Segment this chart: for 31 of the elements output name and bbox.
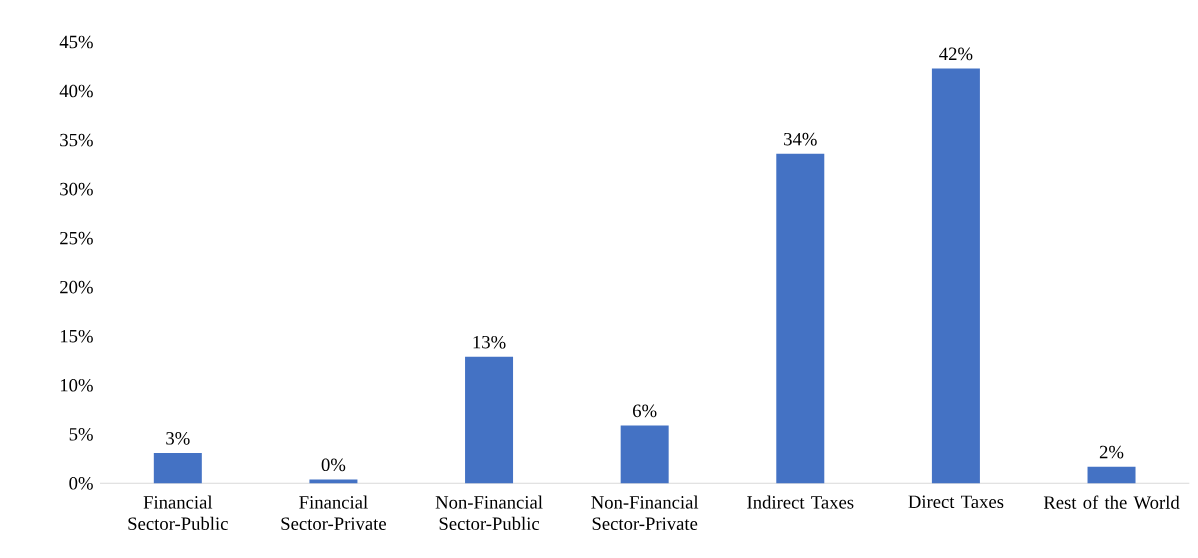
- y-tick-label: 35%: [60, 133, 93, 147]
- bar: [1087, 466, 1136, 484]
- y-tick-label: 0%: [69, 477, 93, 490]
- data-label: 13%: [473, 335, 506, 349]
- y-tick-label: 10%: [60, 378, 93, 392]
- x-tick-label: Direct Taxes: [908, 495, 1004, 509]
- data-label: 34%: [784, 132, 817, 146]
- y-tick-label: 45%: [59, 35, 93, 49]
- data-label: 6%: [633, 404, 657, 418]
- bar: [153, 452, 202, 484]
- bar: [931, 68, 980, 484]
- data-label: 42%: [939, 47, 973, 61]
- y-tick-label: 20%: [60, 280, 93, 294]
- y-tick-label: 25%: [60, 231, 93, 245]
- bar: [465, 356, 514, 484]
- x-tick-label: Rest of the World: [1043, 495, 1180, 509]
- x-tick-label: Financial Sector-Public: [128, 495, 228, 530]
- x-tick-label: Non-Financial Sector-Public: [435, 495, 543, 530]
- y-tick-label: 40%: [59, 84, 93, 98]
- x-tick-label: Non-Financial Sector-Private: [591, 495, 699, 530]
- bar: [776, 153, 825, 484]
- bar: [620, 425, 669, 484]
- x-tick-label: Financial Sector-Private: [281, 495, 386, 530]
- data-label: 3%: [166, 432, 190, 445]
- data-label: 2%: [1099, 445, 1124, 459]
- y-tick-label: 15%: [60, 329, 93, 343]
- y-tick-label: 30%: [60, 182, 93, 196]
- x-tick-label: Indirect Taxes: [747, 495, 854, 509]
- bar: [309, 479, 358, 484]
- data-label: 0%: [321, 458, 346, 472]
- y-tick-label: 5%: [69, 427, 93, 441]
